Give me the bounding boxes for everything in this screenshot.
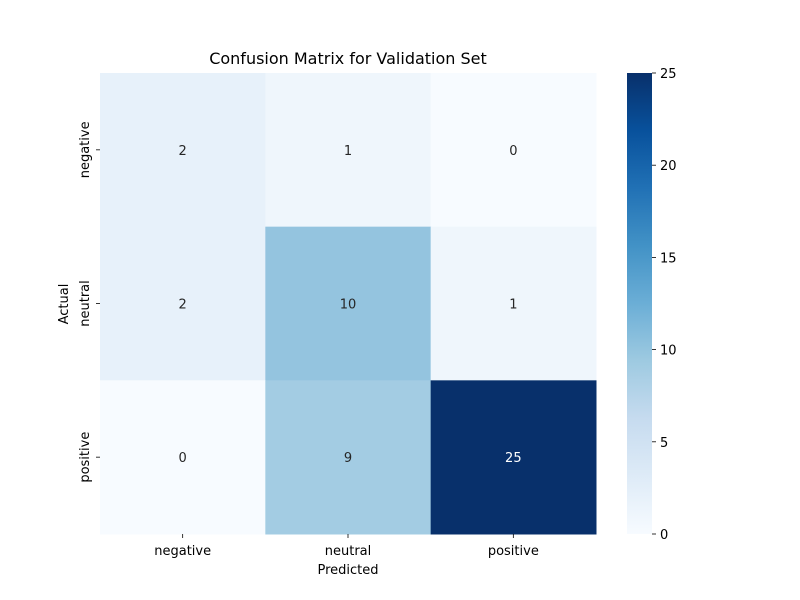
x-tick-label: negative — [154, 544, 211, 559]
chart-title: Confusion Matrix for Validation Set — [209, 49, 487, 68]
colorbar-tick-label: 20 — [660, 159, 677, 174]
y-axis-label: Actual — [57, 284, 72, 325]
heatmap-cell — [430, 226, 597, 381]
y-axis-ticks: negative neutral positive — [78, 121, 100, 483]
x-tick-label: neutral — [325, 544, 372, 559]
x-axis-label: Predicted — [317, 563, 378, 578]
heatmap-cell-label: 0 — [509, 144, 517, 159]
colorbar-tick-label: 10 — [660, 344, 677, 359]
colorbar-tick-label: 15 — [660, 251, 677, 266]
heatmap-cells — [100, 73, 597, 535]
heatmap-cell — [430, 73, 597, 228]
x-axis-ticks: negative neutral positive — [154, 534, 539, 559]
heatmap-cell-label: 10 — [340, 298, 357, 313]
heatmap-cell-labels: 2 1 02 10 10 9 25 — [179, 144, 522, 466]
heatmap-cell-label: 9 — [344, 451, 352, 466]
heatmap-cell — [100, 380, 266, 535]
colorbar-tick-label: 25 — [660, 67, 677, 82]
y-tick-label: negative — [78, 121, 93, 178]
x-tick-label: positive — [488, 544, 539, 559]
heatmap-cell — [265, 380, 432, 535]
y-tick-label: neutral — [78, 280, 93, 327]
heatmap-cell — [100, 73, 266, 228]
heatmap-cell-label: 2 — [179, 144, 187, 159]
colorbar — [627, 73, 652, 534]
colorbar-tick-label: 5 — [660, 436, 668, 451]
heatmap-cell-label: 25 — [505, 451, 522, 466]
heatmap-cell-label: 1 — [344, 144, 352, 159]
heatmap-cell-label: 2 — [179, 298, 187, 313]
colorbar-tick-label: 0 — [660, 528, 668, 543]
y-tick-label: positive — [78, 432, 93, 483]
heatmap-cell-label: 0 — [179, 451, 187, 466]
heatmap-cell — [430, 380, 597, 535]
heatmap-cell — [265, 73, 432, 228]
heatmap-cell — [100, 226, 266, 381]
heatmap-cell-label: 1 — [509, 298, 517, 313]
colorbar-ticks: 0 5 10 15 20 25 — [652, 67, 677, 543]
heatmap-cell — [265, 226, 432, 381]
